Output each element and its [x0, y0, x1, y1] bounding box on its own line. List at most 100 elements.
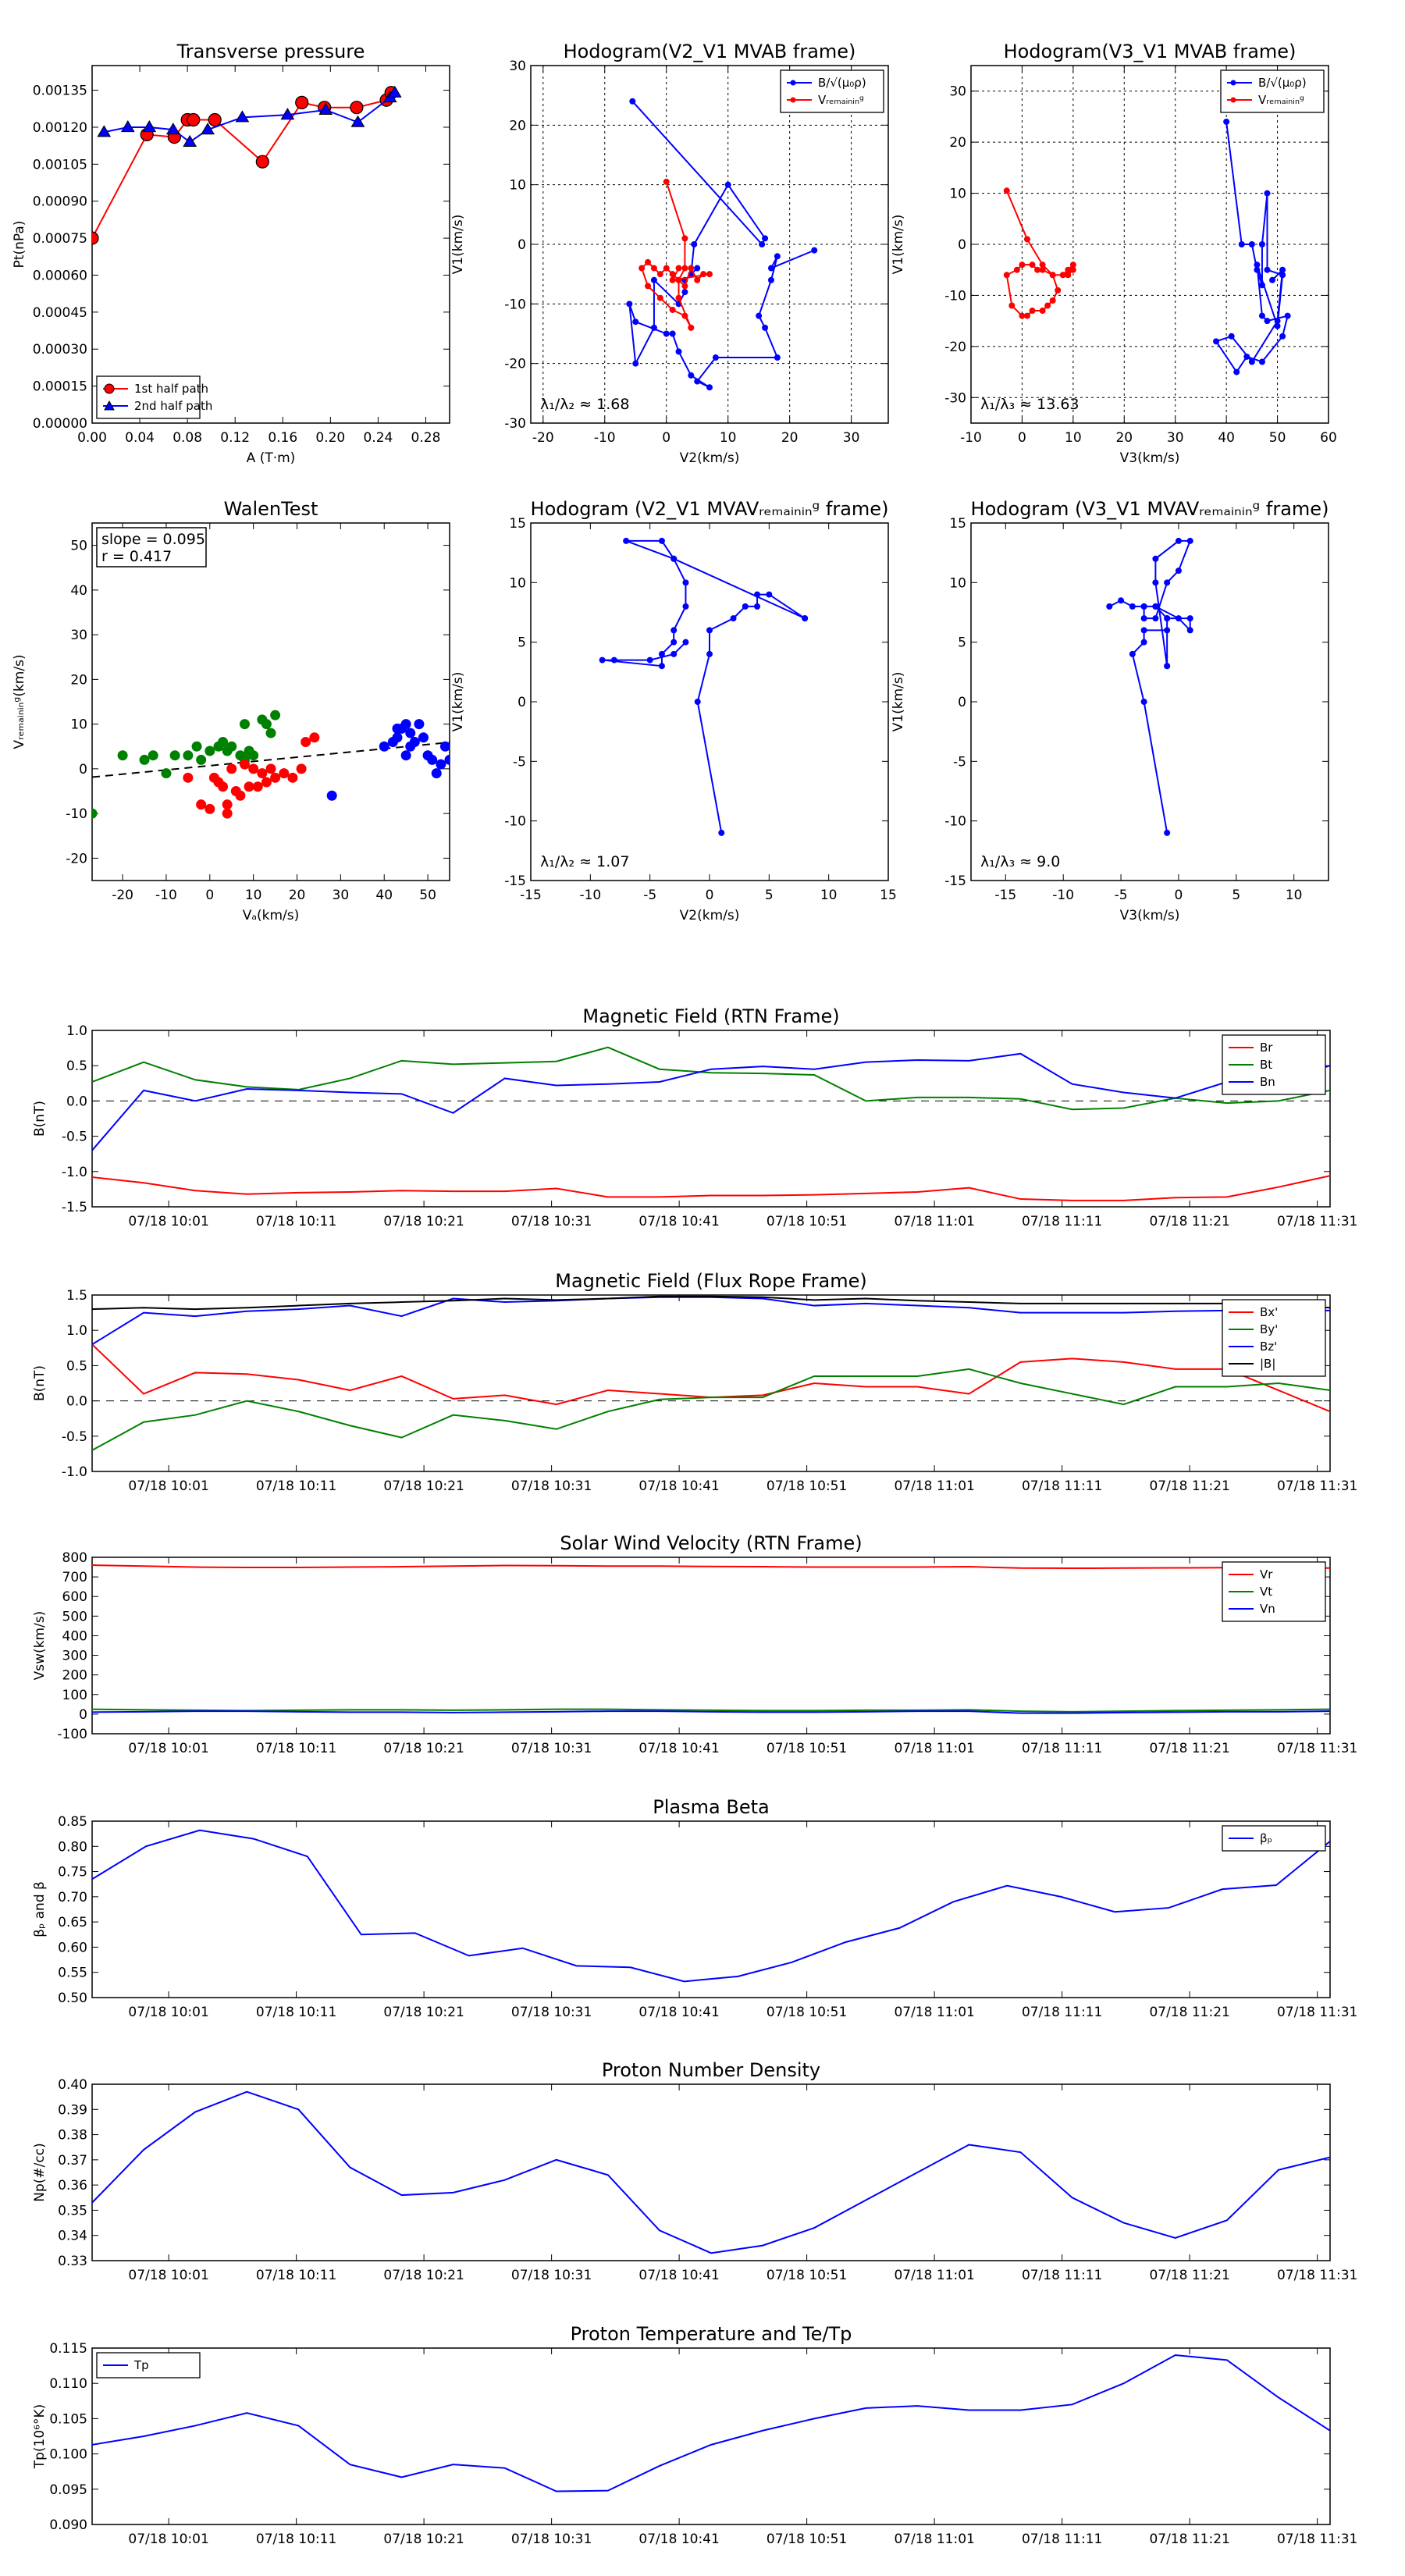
x-tick-label: 07/18 10:21: [383, 1214, 464, 1229]
data-point: [239, 759, 250, 770]
legend: Br Bt Bn: [1222, 1034, 1326, 1095]
y-tick-label: 0.38: [58, 2128, 87, 2144]
data-point: [767, 265, 774, 272]
data-point: [688, 372, 695, 379]
series-line: [92, 2354, 1330, 2492]
y-axis-label: V1(km/s): [891, 215, 906, 275]
x-tick-label: 07/18 10:21: [383, 2532, 464, 2547]
data-point: [1213, 338, 1220, 345]
data-point: [165, 123, 180, 135]
axes-frame: [91, 2083, 1331, 2261]
x-tick-label: 07/18 11:21: [1149, 2532, 1229, 2547]
data-point: [1152, 579, 1159, 586]
legend-marker: [790, 80, 796, 86]
data-point: [646, 656, 653, 664]
x-tick-label: 07/18 11:11: [1022, 1478, 1102, 1494]
data-point: [1175, 568, 1182, 575]
data-point: [196, 754, 207, 765]
y-tick-label: 20: [509, 118, 526, 133]
data-layer: [92, 1046, 1330, 1201]
series-line: [92, 1708, 1330, 1713]
y-tick-label: 0.60: [58, 1940, 87, 1955]
data-point: [669, 271, 676, 278]
data-point: [139, 754, 150, 765]
y-tick-label: 0: [518, 237, 526, 253]
y-tick-label: 0.35: [58, 2203, 87, 2218]
x-tick-label: 0.12: [220, 430, 250, 446]
legend: Tp: [96, 2352, 201, 2379]
x-tick-label: 30: [1167, 430, 1184, 446]
data-point: [718, 829, 725, 836]
data-point: [265, 728, 276, 738]
data-point: [670, 555, 678, 562]
y-axis-label: V1(km/s): [450, 672, 466, 732]
x-tick-label: 10: [1065, 430, 1082, 446]
data-point: [675, 265, 682, 272]
data-point: [270, 710, 281, 720]
x-axis-label: V3(km/s): [1120, 450, 1180, 466]
data-point: [675, 348, 682, 355]
series-line: [92, 1343, 1330, 1413]
y-tick-label: 700: [62, 1570, 87, 1585]
data-point: [226, 763, 237, 774]
x-tick-label: 07/18 11:11: [1022, 2005, 1102, 2020]
data-point: [1140, 627, 1147, 634]
data-point: [296, 763, 307, 774]
axes-frame: [91, 65, 450, 424]
data-point: [1129, 650, 1136, 657]
series-Vᵣₑₘₐᵢₙᵢₙᵍ: [1003, 187, 1076, 319]
legend: βₚ: [1222, 1825, 1326, 1852]
y-tick-label: 0: [958, 695, 966, 710]
y-tick-label: 0: [518, 695, 526, 710]
data-point: [400, 719, 411, 730]
x-tick-label: 07/18 11:01: [894, 1214, 974, 1229]
data-layer: [1003, 118, 1291, 375]
x-tick-label: 0: [1175, 888, 1183, 903]
x-tick-label: 10: [820, 888, 838, 903]
x-tick-label: 07/18 11:11: [1022, 2532, 1102, 2547]
data-point: [1039, 266, 1046, 273]
y-tick-label: -10: [504, 814, 526, 830]
series-line: [92, 1295, 1330, 1311]
x-tick-label: 0.16: [268, 430, 297, 446]
x-tick-label: 07/18 10:41: [638, 1214, 719, 1229]
y-tick-label: 0.00105: [33, 157, 87, 173]
x-tick-label: 07/18 11:01: [894, 1478, 974, 1494]
legend-box: [96, 375, 201, 419]
data-point: [650, 265, 657, 272]
x-tick-label: 30: [843, 430, 860, 446]
y-tick-label: 0.5: [66, 1059, 87, 1074]
data-point: [1118, 597, 1125, 604]
data-point: [191, 741, 202, 752]
x-tick-label: -10: [579, 888, 601, 903]
x-tick-label: 07/18 11:31: [1277, 2005, 1357, 2020]
data-point: [1186, 537, 1193, 544]
data-point: [183, 750, 194, 761]
data-point: [427, 754, 438, 765]
y-tick-label: 30: [509, 59, 526, 74]
panel-vsw: -100 0 100 200 300 400 500 600 700 800 07/18 10:01…: [32, 1532, 1357, 1756]
x-tick-label: 07/18 11:01: [894, 2268, 974, 2283]
series-Bx': [92, 1343, 1330, 1413]
series-Tp: [92, 2354, 1330, 2492]
x-axis-label: V3(km/s): [1120, 908, 1180, 923]
x-tick-label: 07/18 10:21: [383, 1741, 464, 1756]
x-tick-label: 10: [720, 430, 737, 446]
x-tick-label: 07/18 10:01: [128, 2532, 208, 2547]
data-point: [120, 119, 135, 133]
x-tick-label: 07/18 11:31: [1277, 1478, 1357, 1494]
x-tick-label: 07/18 10:21: [383, 2268, 464, 2283]
y-axis-label: Pt(nPa): [12, 221, 27, 269]
data-point: [688, 265, 695, 272]
data-point: [1023, 312, 1030, 319]
y-tick-label: -30: [504, 416, 526, 432]
series-line: [92, 1564, 1330, 1570]
y-tick-label: 20: [949, 135, 966, 151]
chart-title: Proton Temperature and Te/Tp: [571, 2323, 852, 2345]
y-tick-label: 0.110: [49, 2376, 87, 2392]
chart-title: Transverse pressure: [176, 41, 365, 62]
x-tick-label: 10: [245, 888, 262, 903]
data-point: [1013, 266, 1020, 273]
data-point: [1254, 262, 1261, 269]
annotation-text: λ₁/λ₂ ≈ 1.07: [540, 853, 629, 870]
